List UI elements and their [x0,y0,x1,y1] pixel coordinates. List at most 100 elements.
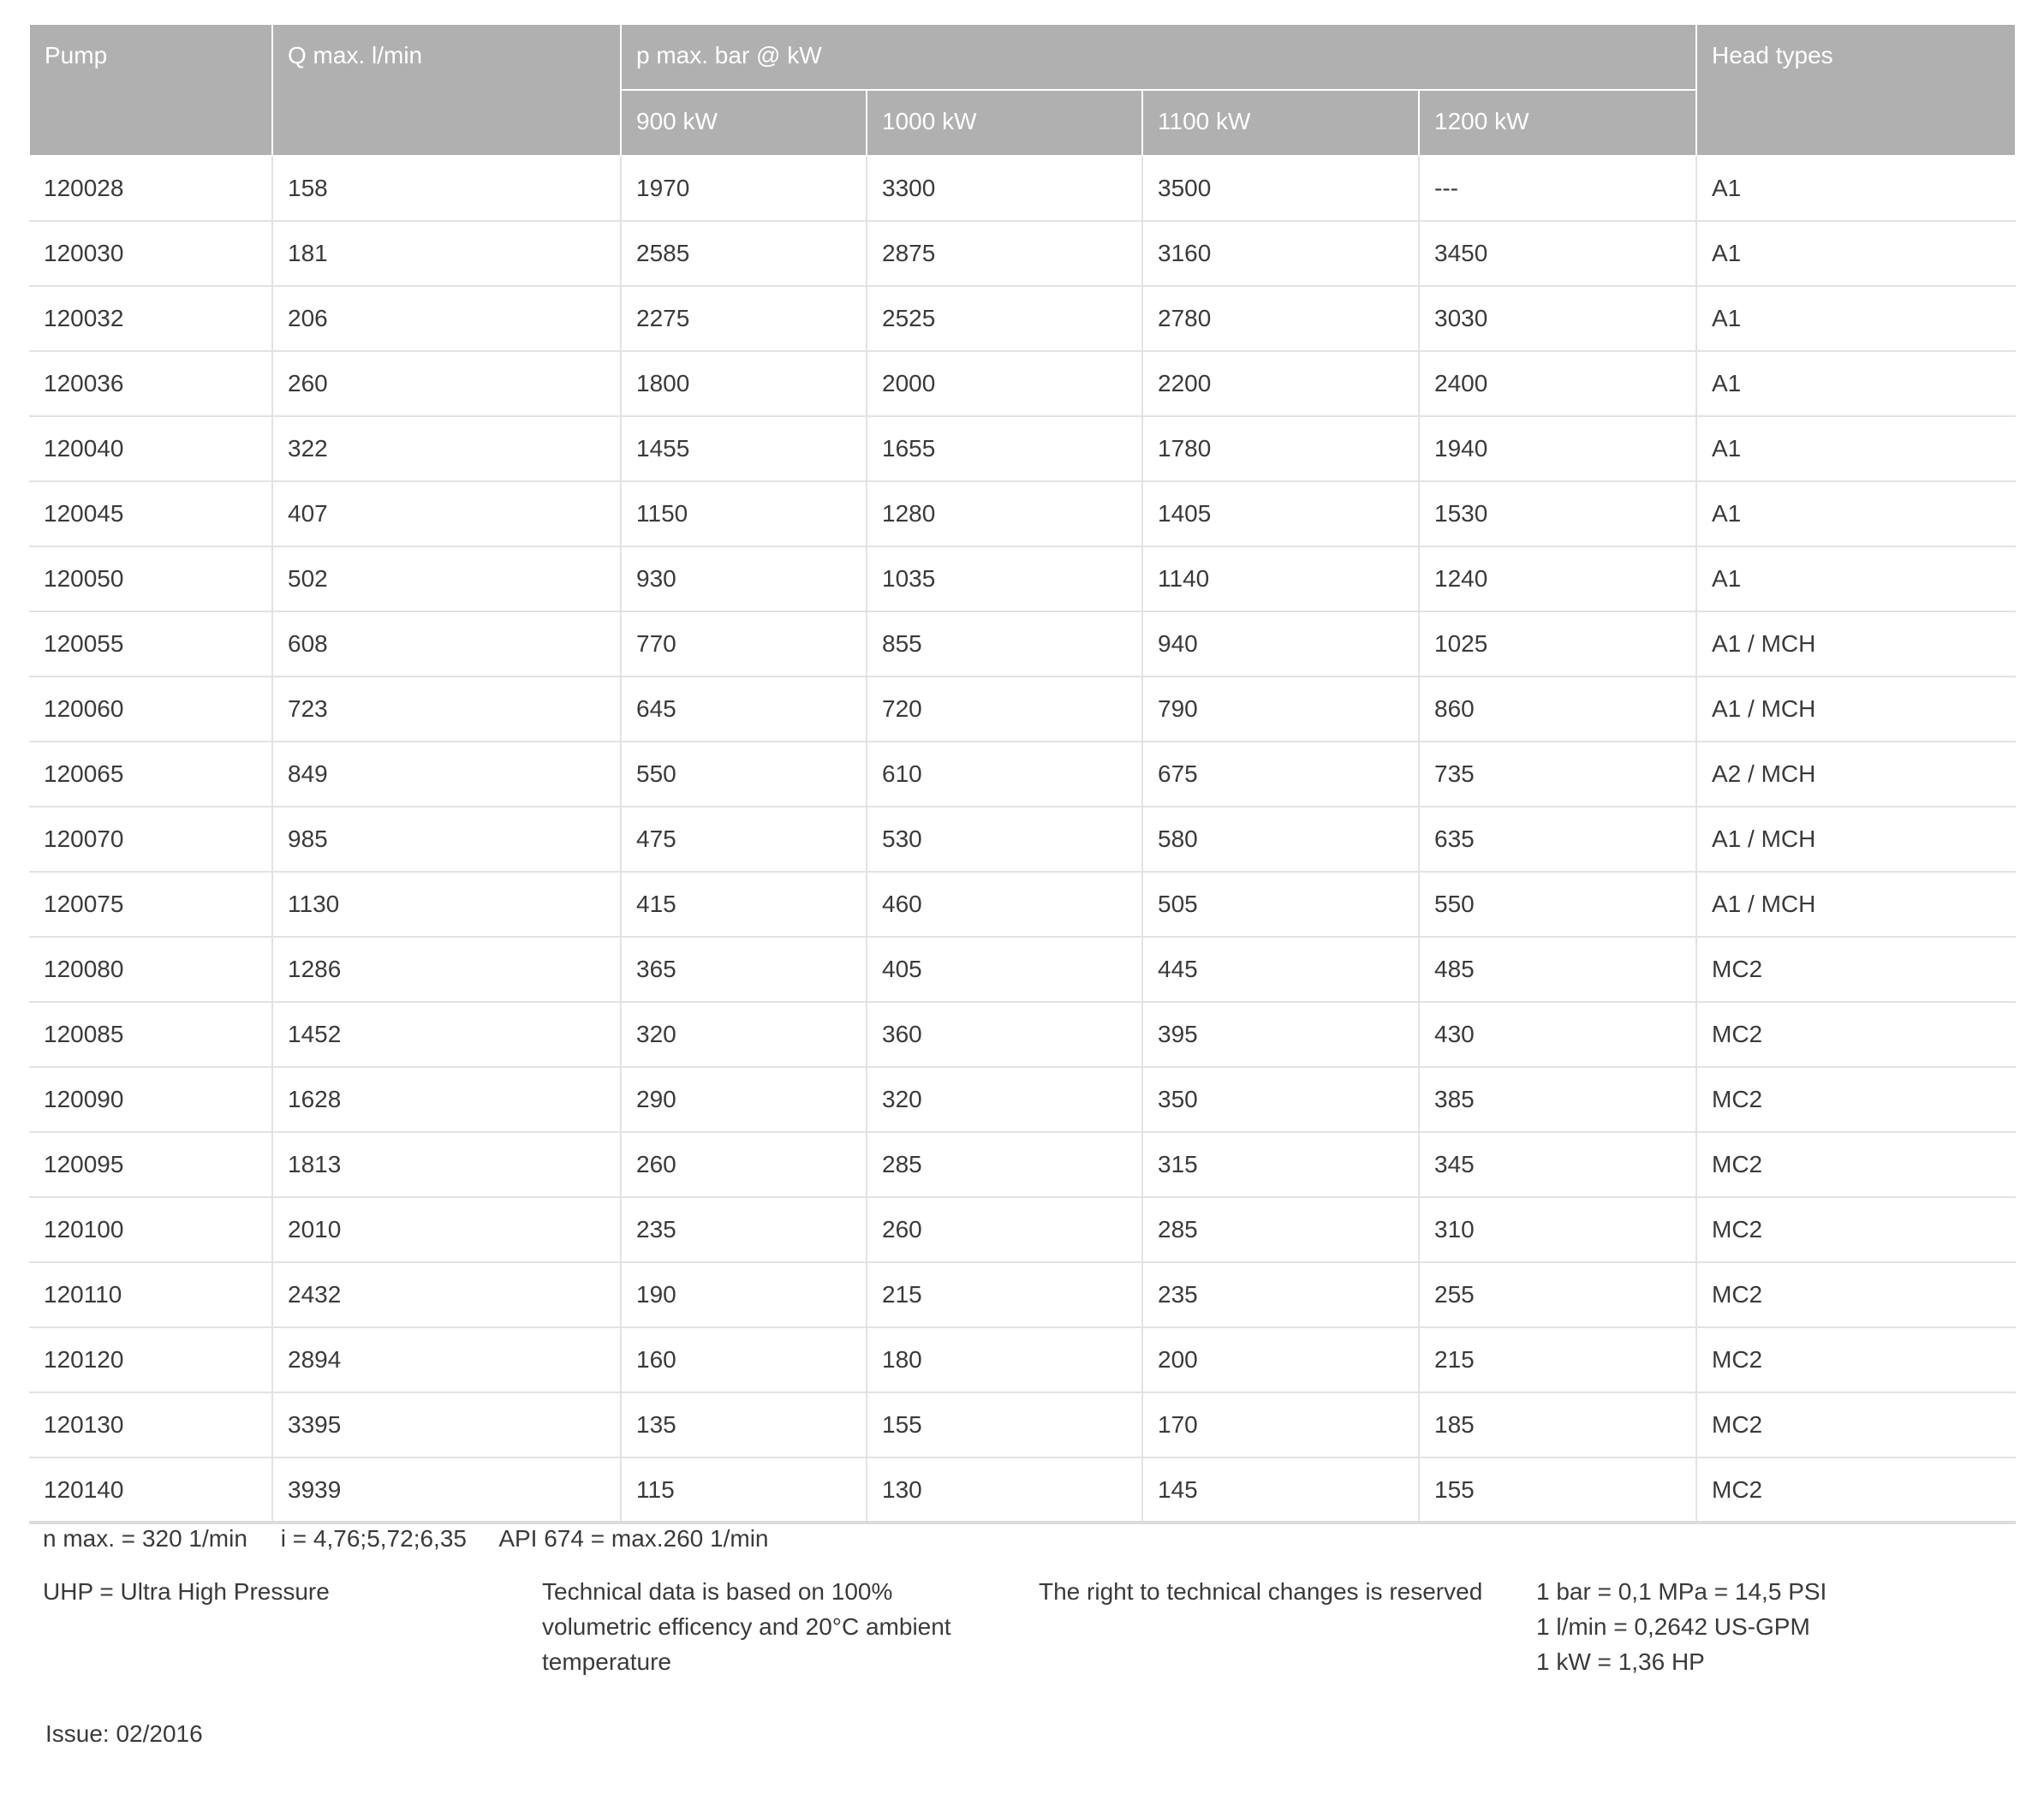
cell-p-1100kw: 315 [1141,1132,1419,1198]
cell-p-1000kw: 130 [866,1457,1142,1524]
table-row: 120040 322 1455 1655 1780 1940 A1 [29,416,2016,482]
cell-p-1100kw: 790 [1141,676,1419,742]
cell-p-1100kw: 1405 [1141,481,1419,547]
header-q-max: Q max. l/min [271,23,622,157]
cell-q-max: 3939 [271,1457,621,1524]
cell-p-900kw: 365 [620,937,867,1003]
table-row: 120030 181 2585 2875 3160 3450 A1 [29,221,2016,287]
cell-p-1200kw: 430 [1418,1002,1696,1068]
cell-p-1200kw: 1240 [1418,546,1696,612]
cell-p-1000kw: 180 [866,1327,1142,1393]
cell-p-1200kw: 185 [1418,1392,1696,1458]
table-row: 120075 1130 415 460 505 550 A1 / MCH [29,872,2016,938]
cell-p-1100kw: 940 [1141,611,1419,677]
cell-p-900kw: 770 [620,611,867,677]
issue-date: Issue: 02/2016 [45,1720,203,1747]
cell-p-1100kw: 505 [1141,872,1419,938]
cell-p-1100kw: 200 [1141,1327,1419,1393]
table-row: 120070 985 475 530 580 635 A1 / MCH [29,807,2016,873]
cell-pump: 120050 [29,546,272,612]
cell-p-1100kw: 3500 [1141,156,1419,222]
table-body: 120028 158 1970 3300 3500 --- A1 120030 181 2585 2… [29,156,2016,1524]
cell-p-1100kw: 235 [1141,1262,1419,1328]
cell-pump: 120036 [29,351,272,417]
cell-head-types: A2 / MCH [1695,742,2016,808]
cell-p-1100kw: 350 [1141,1067,1419,1133]
cell-head-types: MC2 [1695,1132,2016,1198]
cell-p-900kw: 235 [620,1197,867,1263]
cell-head-types: A1 [1695,416,2016,482]
header-900kw: 900 kW [620,89,867,157]
cell-head-types: A1 [1695,481,2016,547]
cell-p-1000kw: 1655 [866,416,1142,482]
header-1000kw: 1000 kW [866,89,1143,157]
cell-p-1000kw: 530 [866,807,1142,873]
cell-p-900kw: 160 [620,1327,867,1393]
rights-note: The right to technical changes is reserv… [1039,1578,1483,1605]
table-row: 120085 1452 320 360 395 430 MC2 [29,1002,2016,1068]
cell-q-max: 985 [271,807,621,873]
cell-p-1100kw: 145 [1141,1457,1419,1524]
cell-p-1100kw: 395 [1141,1002,1419,1068]
cell-p-1200kw: 1530 [1418,481,1696,547]
cell-q-max: 2894 [271,1327,621,1393]
cell-q-max: 1452 [271,1002,621,1068]
cell-p-1200kw: 255 [1418,1262,1696,1328]
cell-p-900kw: 320 [620,1002,867,1068]
cell-q-max: 3395 [271,1392,621,1458]
table-row: 120065 849 550 610 675 735 A2 / MCH [29,742,2016,808]
cell-q-max: 181 [271,221,621,287]
cell-head-types: MC2 [1695,1197,2016,1263]
cell-p-1200kw: 3450 [1418,221,1696,287]
cell-p-1000kw: 610 [866,742,1142,808]
cell-p-1200kw: 550 [1418,872,1696,938]
cell-p-1200kw: 2400 [1418,351,1696,417]
table-row: 120036 260 1800 2000 2200 2400 A1 [29,351,2016,417]
cell-head-types: MC2 [1695,1262,2016,1328]
cell-p-1000kw: 720 [866,676,1142,742]
table-row: 120032 206 2275 2525 2780 3030 A1 [29,286,2016,352]
cell-pump: 120028 [29,156,272,222]
cell-head-types: MC2 [1695,937,2016,1003]
cell-p-1100kw: 445 [1141,937,1419,1003]
cell-head-types: A1 [1695,351,2016,417]
cell-p-1100kw: 2200 [1141,351,1419,417]
cell-pump: 120040 [29,416,272,482]
cell-p-1200kw: 3030 [1418,286,1696,352]
cell-pump: 120090 [29,1067,272,1133]
cell-p-900kw: 645 [620,676,867,742]
cell-head-types: A1 [1695,286,2016,352]
technical-data-line: temperature [542,1648,671,1675]
pump-data-table: Pump Q max. l/min p max. bar @ kW Head t… [28,23,2017,1524]
conversions-note: 1 bar = 0,1 MPa = 14,5 PSI 1 l/min = 0,2… [1536,1574,1826,1679]
cell-p-900kw: 190 [620,1262,867,1328]
header-head-types: Head types [1695,23,2017,157]
cell-pump: 120120 [29,1327,272,1393]
table-row: 120140 3939 115 130 145 155 MC2 [29,1457,2016,1524]
cell-q-max: 1813 [271,1132,621,1198]
cell-pump: 120055 [29,611,272,677]
cell-p-900kw: 1150 [620,481,867,547]
cell-pump: 120030 [29,221,272,287]
cell-p-1100kw: 580 [1141,807,1419,873]
cell-q-max: 502 [271,546,621,612]
table-row: 120095 1813 260 285 315 345 MC2 [29,1132,2016,1198]
cell-p-1000kw: 460 [866,872,1142,938]
cell-p-1000kw: 260 [866,1197,1142,1263]
cell-p-1000kw: 155 [866,1392,1142,1458]
technical-data-note: Technical data is based on 100% volumetr… [542,1574,951,1679]
cell-p-1200kw: 155 [1418,1457,1696,1524]
cell-pump: 120065 [29,742,272,808]
table-row: 120120 2894 160 180 200 215 MC2 [29,1327,2016,1393]
cell-p-900kw: 115 [620,1457,867,1524]
cell-p-1000kw: 2525 [866,286,1142,352]
cell-p-1000kw: 855 [866,611,1142,677]
cell-p-1000kw: 1035 [866,546,1142,612]
table-row: 120045 407 1150 1280 1405 1530 A1 [29,481,2016,547]
table-row: 120050 502 930 1035 1140 1240 A1 [29,546,2016,612]
cell-pump: 120100 [29,1197,272,1263]
cell-p-1000kw: 2875 [866,221,1142,287]
table-row: 120028 158 1970 3300 3500 --- A1 [29,156,2016,222]
cell-p-1200kw: 860 [1418,676,1696,742]
cell-q-max: 849 [271,742,621,808]
